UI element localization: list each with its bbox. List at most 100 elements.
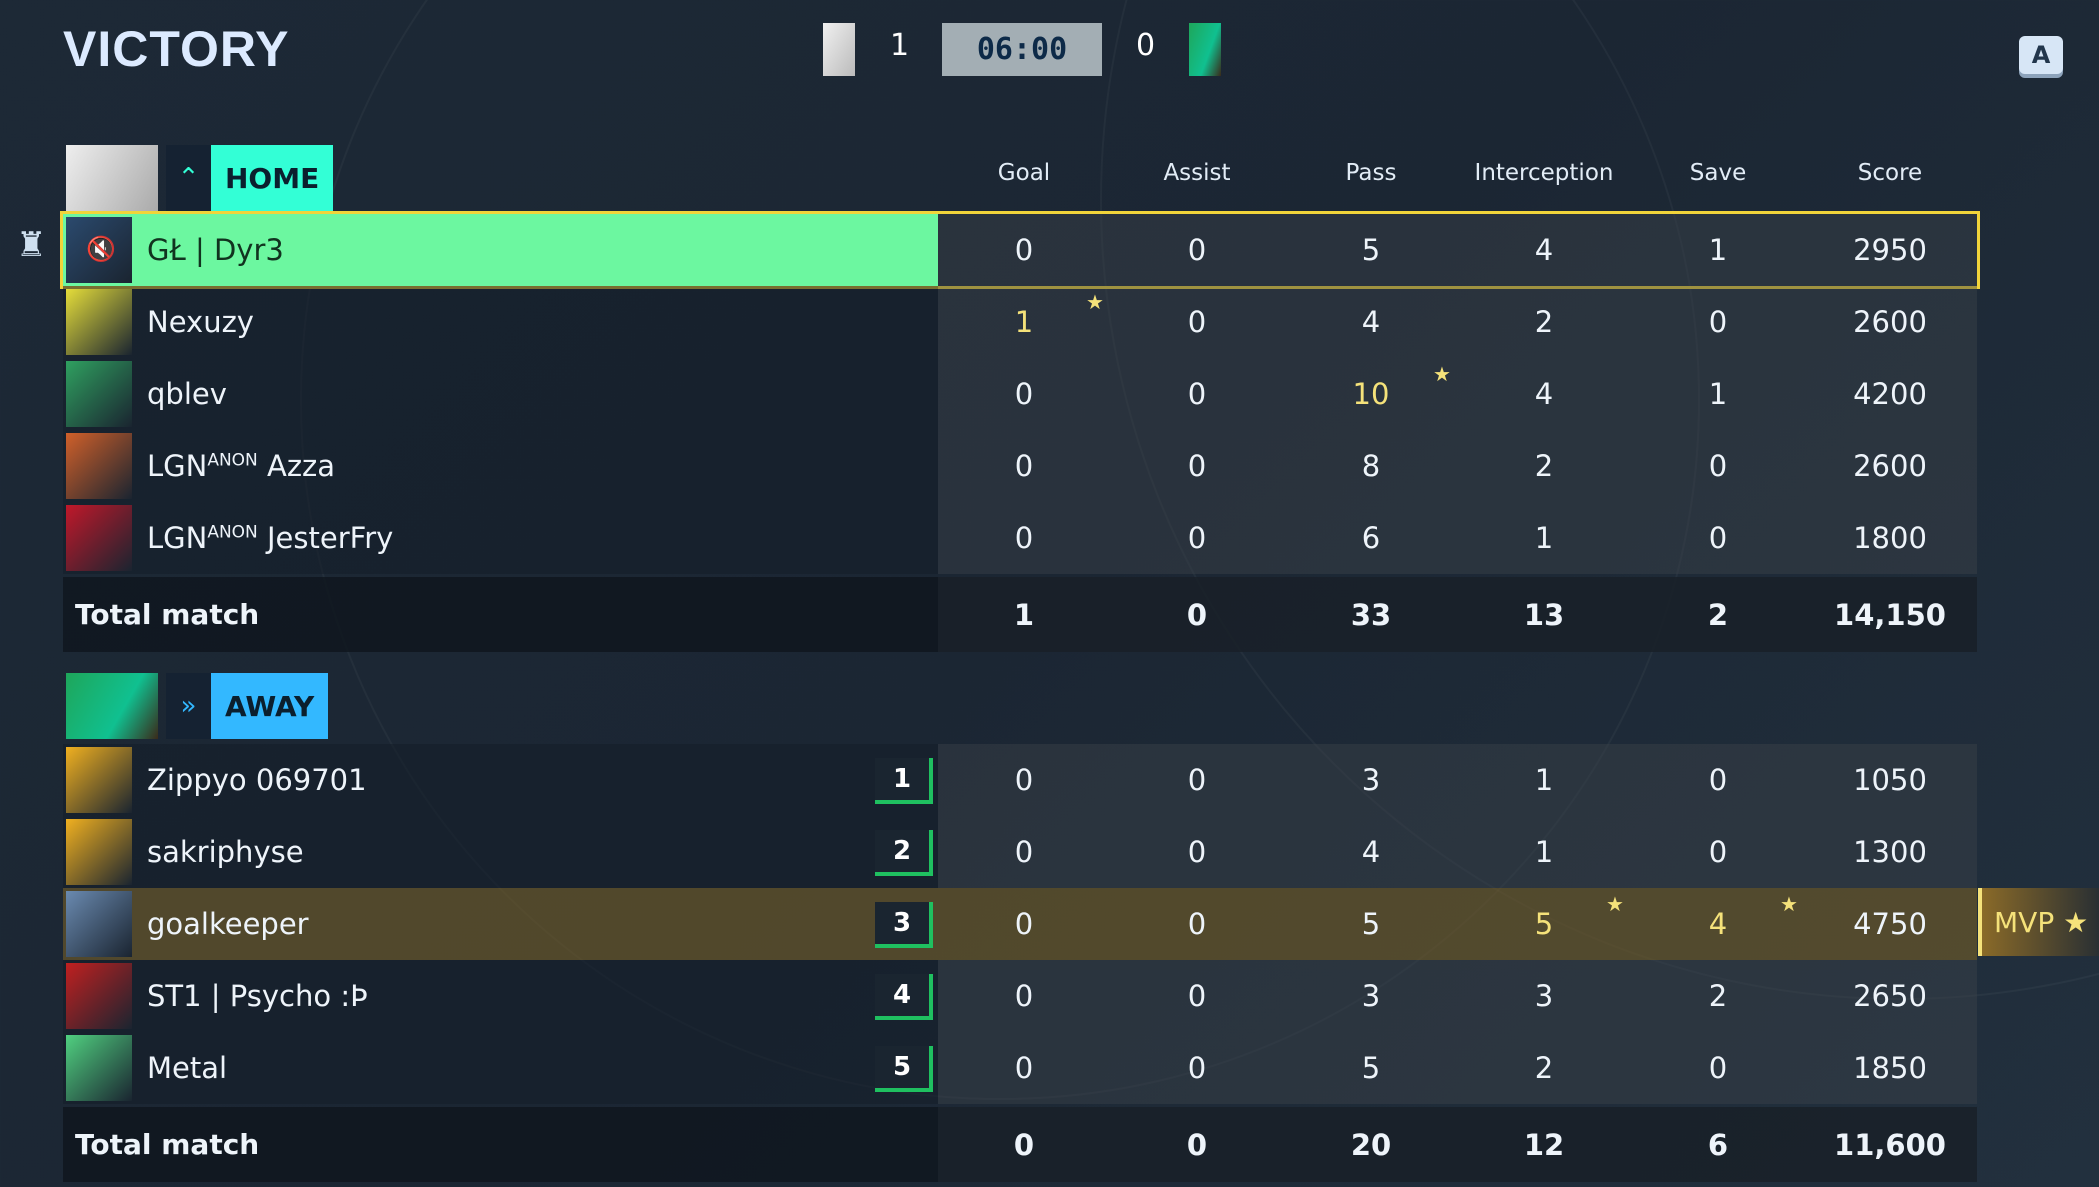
stat-save: 0 (1708, 449, 1728, 483)
stat-interception: 4 (1534, 233, 1554, 267)
player-name: Metal (147, 1051, 228, 1085)
avatar (66, 289, 132, 355)
double-chevron-right-icon: » (166, 673, 211, 739)
star-icon: ★ (2063, 905, 2089, 939)
home-label: HOME (211, 145, 334, 211)
stat-save: 4 (1708, 907, 1728, 941)
player-row[interactable]: LGNANON Azza 0 0 8 2 0 2600 (63, 430, 1977, 502)
total-label-cell: Total match (63, 577, 938, 652)
stat-save: 0 (1708, 305, 1728, 339)
stat-score: 2950 (1853, 233, 1927, 267)
column-header-score: Score (1857, 160, 1923, 186)
player-name: ST1 | Psycho :Þ (147, 979, 368, 1013)
avatar (66, 963, 132, 1029)
stat-pass: 4 (1361, 835, 1381, 869)
stat-save: 0 (1708, 763, 1728, 797)
player-row[interactable]: sakriphyse 2 0 0 4 1 0 1300 (63, 816, 1977, 888)
player-row[interactable]: LGNANON JesterFry 0 0 6 1 0 1800 (63, 502, 1977, 574)
player-name: LGNANON JesterFry (147, 521, 394, 555)
stat-interception: 5 (1534, 907, 1554, 941)
stat-save: 1 (1708, 233, 1728, 267)
stat-assist: 0 (1187, 449, 1207, 483)
stat-score: 1300 (1853, 835, 1927, 869)
stat-interception: 1 (1534, 835, 1554, 869)
stat-interception: 1 (1534, 521, 1554, 555)
column-header-save: Save (1689, 160, 1747, 186)
player-name: qblev (147, 377, 227, 411)
totals-cell: 1 0 33 13 2 14,150 (938, 577, 1977, 652)
player-name-cell: LGNANON Azza (63, 430, 938, 502)
home-team-header: ⌃ HOME (66, 145, 334, 211)
stat-goal: 0 (1014, 763, 1034, 797)
rank-badge: 4 (875, 974, 933, 1020)
star-icon: ★ (1433, 362, 1451, 386)
player-row[interactable]: Nexuzy 1 ★ 0 4 2 0 2600 (63, 286, 1977, 358)
avatar (66, 747, 132, 813)
total-label: Total match (75, 598, 260, 631)
away-label: AWAY (211, 673, 329, 739)
star-icon: ★ (1086, 290, 1104, 314)
away-score: 0 (1136, 28, 1156, 63)
player-row[interactable]: ST1 | Psycho :Þ 4 0 0 3 3 2 2650 (63, 960, 1977, 1032)
player-name: Zippyo 069701 (147, 763, 367, 797)
rank-badge: 3 (875, 902, 933, 948)
stats-cell: 0 0 3 3 2 2650 (938, 960, 1977, 1032)
total-assist: 0 (1186, 597, 1208, 632)
player-name-cell: qblev (63, 358, 938, 430)
player-row[interactable]: Zippyo 069701 1 0 0 3 1 0 1050 (63, 744, 1977, 816)
column-header-interception: Interception (1474, 160, 1614, 186)
player-name-cell: Metal 5 (63, 1032, 938, 1104)
stat-interception: 3 (1534, 979, 1554, 1013)
stats-cell: 0 0 3 1 0 1050 (938, 744, 1977, 816)
stat-assist: 0 (1187, 377, 1207, 411)
stat-save: 2 (1708, 979, 1728, 1013)
player-name-cell: 🔇 GŁ | Dyr3 (63, 214, 938, 286)
player-row[interactable]: 🔇 GŁ | Dyr3 0 0 5 4 1 2950 (60, 211, 1980, 289)
total-interception: 13 (1523, 597, 1565, 632)
total-pass: 20 (1350, 1127, 1392, 1162)
stats-cell: 0 0 10 ★ 4 1 4200 (938, 358, 1977, 430)
player-name-cell: LGNANON JesterFry (63, 502, 938, 574)
player-row[interactable]: goalkeeper 3 0 0 5 5 ★ 4 ★ 4750 (63, 888, 1977, 960)
stat-goal: 0 (1014, 979, 1034, 1013)
stat-assist: 0 (1187, 907, 1207, 941)
stat-save: 1 (1708, 377, 1728, 411)
stats-cell: 0 0 6 1 0 1800 (938, 502, 1977, 574)
away-flag (66, 673, 158, 739)
mvp-badge: MVP ★ (1978, 888, 2099, 956)
player-name: sakriphyse (147, 835, 304, 869)
away-total-row: Total match 0 0 20 12 6 11,600 (63, 1107, 1977, 1182)
player-row[interactable]: qblev 0 0 10 ★ 4 1 4200 (63, 358, 1977, 430)
stat-assist: 0 (1187, 305, 1207, 339)
player-name-cell: ST1 | Psycho :Þ 4 (63, 960, 938, 1032)
stat-goal: 1 (1014, 305, 1034, 339)
stats-cell: 1 ★ 0 4 2 0 2600 (938, 286, 1977, 358)
stats-cell: 0 0 4 1 0 1300 (938, 816, 1977, 888)
stat-assist: 0 (1187, 835, 1207, 869)
stat-goal: 0 (1014, 521, 1034, 555)
totals-cell: 0 0 20 12 6 11,600 (938, 1107, 1977, 1182)
stat-score: 2600 (1853, 305, 1927, 339)
home-total-row: Total match 1 0 33 13 2 14,150 (63, 577, 1977, 652)
stat-interception: 1 (1534, 763, 1554, 797)
stat-interception: 2 (1534, 449, 1554, 483)
column-header-goal: Goal (997, 160, 1051, 186)
total-goal: 1 (1013, 597, 1035, 632)
player-name-cell: Nexuzy (63, 286, 938, 358)
stat-score: 2600 (1853, 449, 1927, 483)
stat-pass: 8 (1361, 449, 1381, 483)
stats-cell: 0 0 8 2 0 2600 (938, 430, 1977, 502)
key-hint-a-button[interactable]: A (2019, 36, 2063, 74)
total-save: 2 (1707, 597, 1729, 632)
player-row[interactable]: Metal 5 0 0 5 2 0 1850 (63, 1032, 1977, 1104)
total-assist: 0 (1186, 1127, 1208, 1162)
total-interception: 12 (1523, 1127, 1565, 1162)
rank-badge: 5 (875, 1046, 933, 1092)
rank-badge: 1 (875, 758, 933, 804)
stat-pass: 3 (1361, 763, 1381, 797)
stat-save: 0 (1708, 835, 1728, 869)
total-goal: 0 (1013, 1127, 1035, 1162)
muted-speaker-icon[interactable]: 🔇 (86, 235, 116, 263)
home-score: 1 (890, 28, 910, 63)
stat-score: 1850 (1853, 1051, 1927, 1085)
